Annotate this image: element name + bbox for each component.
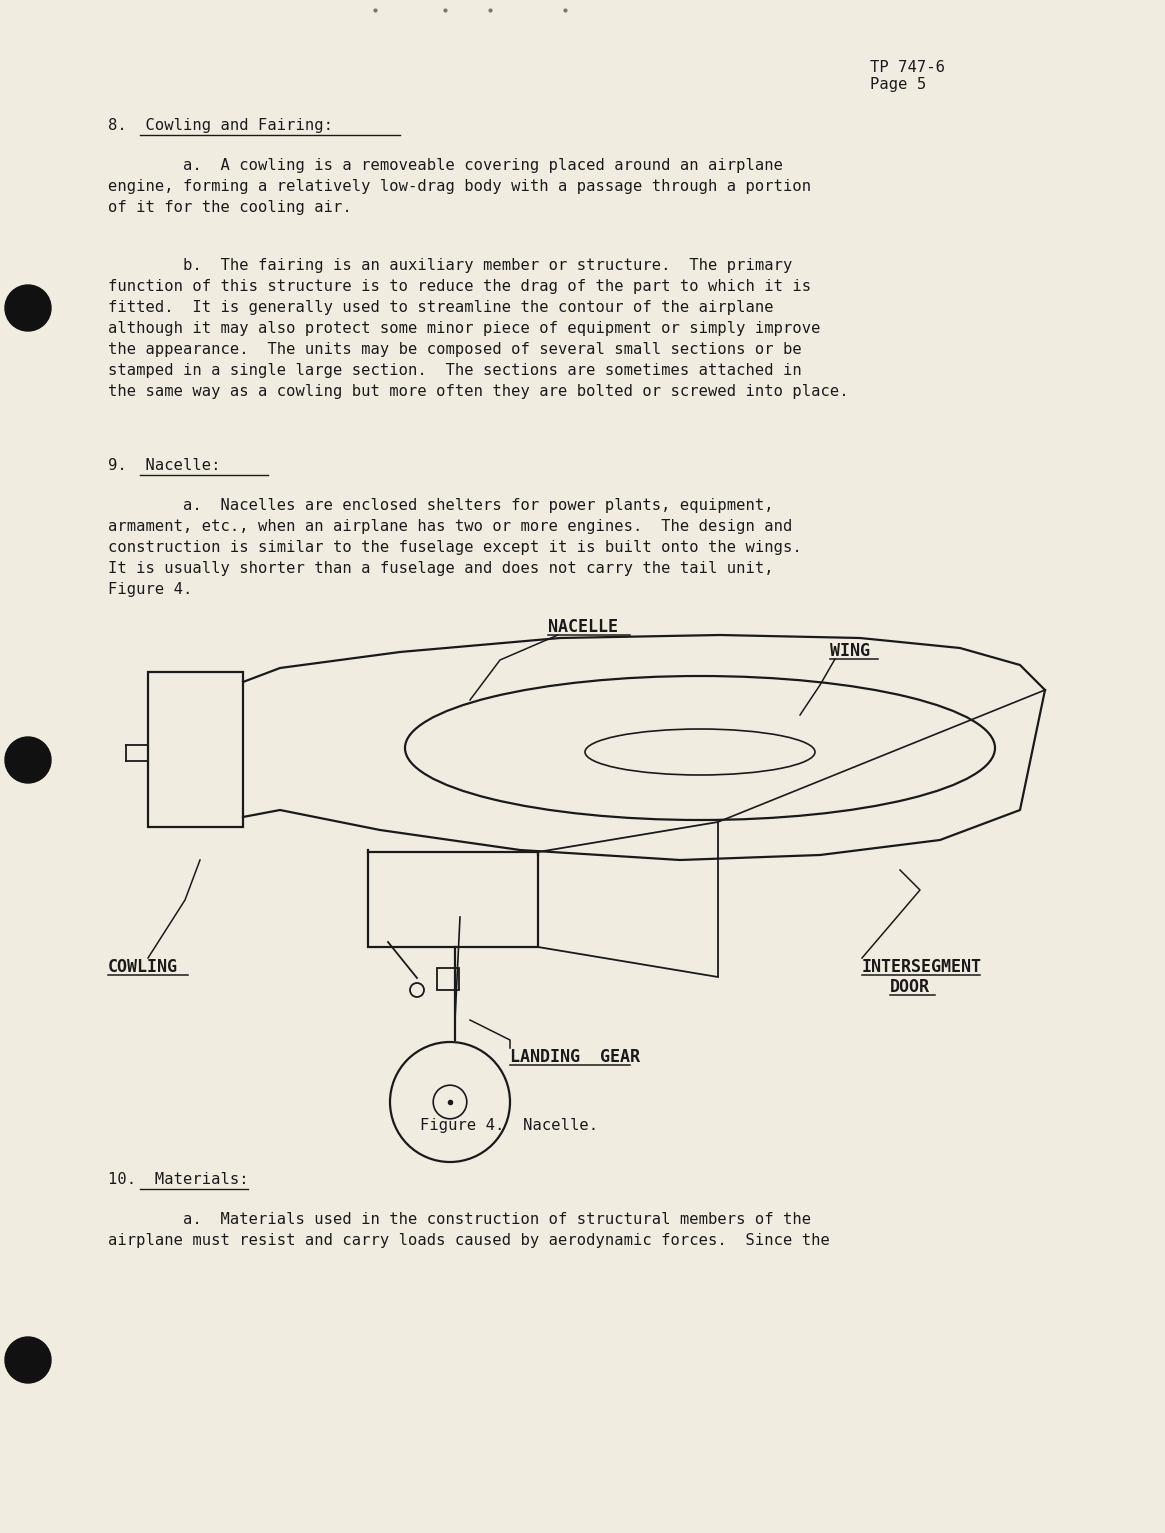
Circle shape bbox=[5, 737, 51, 783]
Text: a.  Materials used in the construction of structural members of the
airplane mus: a. Materials used in the construction of… bbox=[108, 1213, 829, 1248]
Text: a.  A cowling is a removeable covering placed around an airplane
engine, forming: a. A cowling is a removeable covering pl… bbox=[108, 158, 811, 215]
Text: 8.  Cowling and Fairing:: 8. Cowling and Fairing: bbox=[108, 118, 333, 133]
Bar bbox=[148, 671, 243, 826]
Text: NACELLE: NACELLE bbox=[548, 618, 617, 636]
Text: 9.  Nacelle:: 9. Nacelle: bbox=[108, 458, 220, 474]
Circle shape bbox=[5, 285, 51, 331]
Bar bbox=[368, 852, 538, 947]
Text: TP 747-6
Page 5: TP 747-6 Page 5 bbox=[870, 60, 945, 92]
Text: b.  The fairing is an auxiliary member or structure.  The primary
function of th: b. The fairing is an auxiliary member or… bbox=[108, 258, 848, 399]
Text: WING: WING bbox=[829, 642, 870, 661]
Text: 10.  Materials:: 10. Materials: bbox=[108, 1173, 248, 1187]
Text: Figure 4.  Nacelle.: Figure 4. Nacelle. bbox=[421, 1118, 598, 1133]
Text: COWLING: COWLING bbox=[108, 958, 178, 977]
Bar bbox=[437, 967, 459, 990]
Text: a.  Nacelles are enclosed shelters for power plants, equipment,
armament, etc., : a. Nacelles are enclosed shelters for po… bbox=[108, 498, 802, 596]
Text: DOOR: DOOR bbox=[890, 978, 930, 996]
Circle shape bbox=[5, 1337, 51, 1383]
Text: LANDING  GEAR: LANDING GEAR bbox=[510, 1049, 640, 1065]
Text: INTERSEGMENT: INTERSEGMENT bbox=[862, 958, 982, 977]
